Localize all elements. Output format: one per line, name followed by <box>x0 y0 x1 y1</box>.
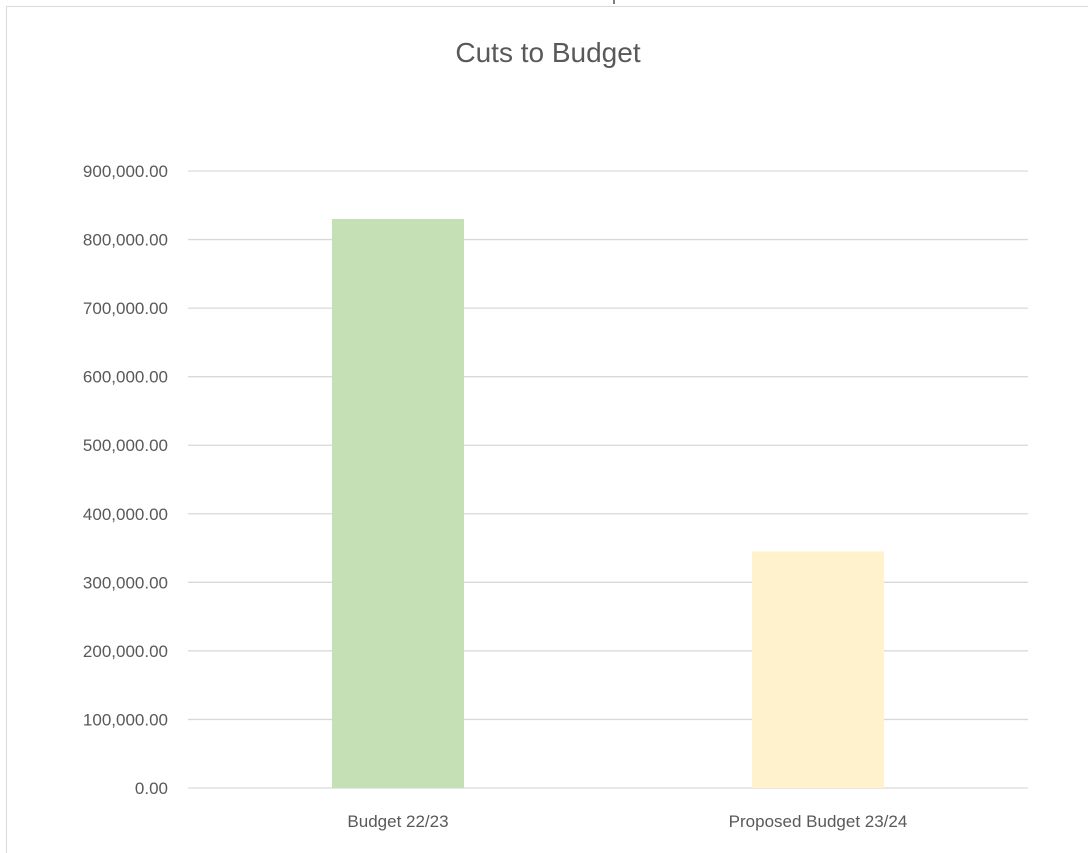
y-tick-label: 800,000.00 <box>83 231 168 250</box>
top-edge-mark <box>613 0 615 4</box>
bar-1 <box>332 218 464 788</box>
y-tick-label: 600,000.00 <box>83 368 168 387</box>
y-tick-label: 700,000.00 <box>83 299 168 318</box>
x-category-label: Budget 22/23 <box>347 812 448 831</box>
x-axis-category-labels: Budget 22/23 Proposed Budget 23/24 <box>347 812 907 831</box>
gridlines <box>188 170 1028 789</box>
bar-2 <box>752 551 884 788</box>
y-tick-label: 900,000.00 <box>83 162 168 181</box>
y-tick-label: 200,000.00 <box>83 642 168 661</box>
y-tick-label: 0.00 <box>135 779 168 798</box>
y-tick-label: 100,000.00 <box>83 710 168 729</box>
y-tick-label: 300,000.00 <box>83 573 168 592</box>
y-tick-label: 500,000.00 <box>83 436 168 455</box>
y-axis-tick-labels: 0.00 100,000.00 200,000.00 300,000.00 400,00… <box>83 162 168 798</box>
x-category-label: Proposed Budget 23/24 <box>729 812 908 831</box>
chart-title: Cuts to Budget <box>455 37 640 68</box>
frame-border-left <box>6 6 7 853</box>
frame-border-top <box>6 6 1088 7</box>
y-tick-label: 400,000.00 <box>83 505 168 524</box>
bars <box>332 218 884 788</box>
